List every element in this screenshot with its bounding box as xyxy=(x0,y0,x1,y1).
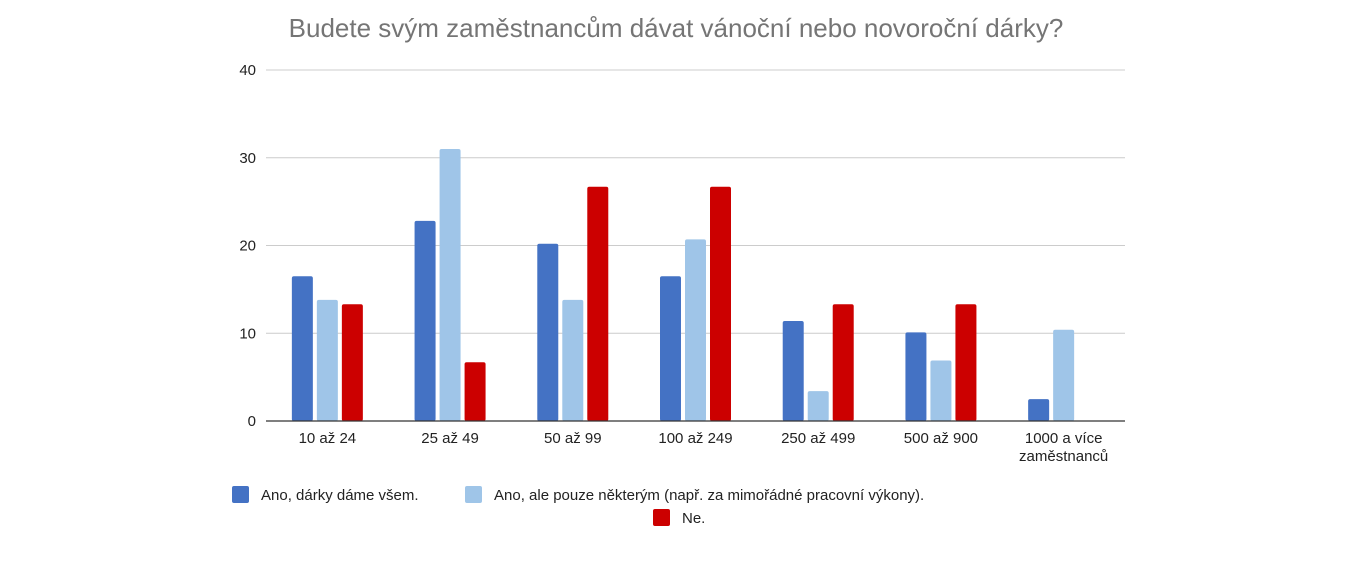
bar xyxy=(1028,399,1050,421)
bar xyxy=(1053,329,1075,421)
y-axis-ticks: 0 10 20 30 40 xyxy=(239,62,256,430)
bar xyxy=(464,362,486,421)
bar xyxy=(930,360,952,421)
bar xyxy=(710,186,731,421)
y-tick-label: 20 xyxy=(239,238,256,255)
bar xyxy=(562,299,584,421)
legend-swatch xyxy=(232,486,249,503)
bar xyxy=(291,276,313,421)
y-tick-label: 30 xyxy=(239,150,256,167)
x-tick-label: 10 až 24 xyxy=(299,430,357,447)
bar xyxy=(316,299,338,421)
x-tick-label: 100 až 249 xyxy=(658,430,732,447)
bars xyxy=(291,148,1075,421)
bar xyxy=(341,304,363,421)
x-tick-label: 1000 a více zaměstnanců xyxy=(1019,430,1108,465)
bar xyxy=(439,148,461,421)
bar xyxy=(905,332,927,421)
bar xyxy=(807,391,829,421)
legend-swatch xyxy=(653,509,670,526)
bar xyxy=(537,243,559,421)
legend-label: Ano, ale pouze některým (např. za mimořá… xyxy=(494,487,924,504)
y-tick-label: 10 xyxy=(239,325,256,342)
legend-swatch xyxy=(465,486,482,503)
x-tick-label: 500 až 900 xyxy=(904,430,978,447)
x-tick-label: 250 až 499 xyxy=(781,430,855,447)
chart-title: Budete svým zaměstnancům dávat vánoční n… xyxy=(289,13,1064,43)
x-tick-label: 50 až 99 xyxy=(544,430,602,447)
bar xyxy=(660,276,681,421)
bar xyxy=(414,220,436,421)
y-tick-label: 40 xyxy=(239,62,256,79)
y-tick-label: 0 xyxy=(248,413,256,430)
x-axis-ticks: 10 až 24 25 až 49 50 až 99 100 až 249 250 až… xyxy=(299,430,1109,465)
bar xyxy=(685,239,706,421)
x-tick-label: 25 až 49 xyxy=(421,430,479,447)
bar xyxy=(955,304,977,421)
legend-label: Ano, dárky dáme všem. xyxy=(261,487,419,504)
bar xyxy=(832,304,854,421)
bar xyxy=(782,320,804,421)
legend-label: Ne. xyxy=(682,510,705,527)
legend: Ano, dárky dáme všem. Ano, ale pouze někt… xyxy=(232,486,924,527)
bar xyxy=(587,186,609,421)
